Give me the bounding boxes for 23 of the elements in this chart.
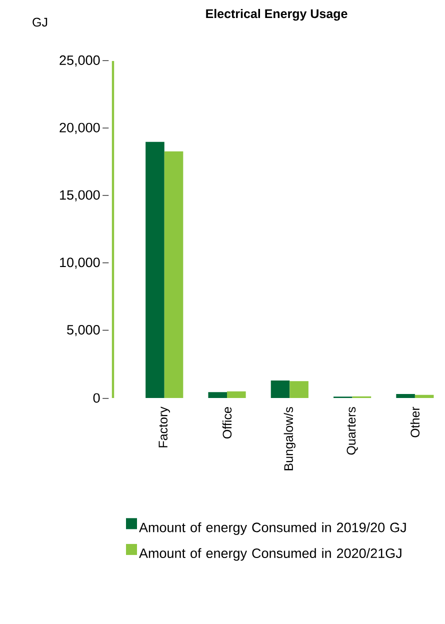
x-tick-label: Factory	[158, 406, 170, 448]
bar	[227, 391, 246, 398]
bar	[208, 392, 228, 398]
y-tick-label: 10,000	[60, 258, 100, 269]
x-tick-label: Quarters	[346, 407, 358, 455]
legend-label: Amount of energy Consumed in 2019/20 GJ	[139, 522, 406, 535]
x-tick-label: Bungalow/s	[284, 407, 296, 470]
y-tick-label: 20,000	[60, 122, 100, 134]
bar	[164, 151, 184, 398]
x-tick-label: Other	[410, 406, 420, 438]
y-tick-label: 5,000	[67, 325, 100, 336]
legend-label: Amount of energy Consumed in 2020/21GJ	[139, 548, 402, 561]
bar	[396, 394, 415, 398]
bar	[146, 142, 164, 398]
chart-title: Electrical Energy Usage	[206, 8, 348, 21]
bar	[270, 380, 290, 398]
y-tick-label: 15,000	[60, 190, 100, 202]
y-axis-title: GJ	[32, 18, 48, 27]
bar	[414, 394, 434, 398]
x-tick-label: Office	[222, 407, 232, 438]
y-tick-label: 25,000	[60, 55, 100, 67]
y-tick-label: 0	[93, 393, 100, 403]
bar	[290, 381, 308, 398]
